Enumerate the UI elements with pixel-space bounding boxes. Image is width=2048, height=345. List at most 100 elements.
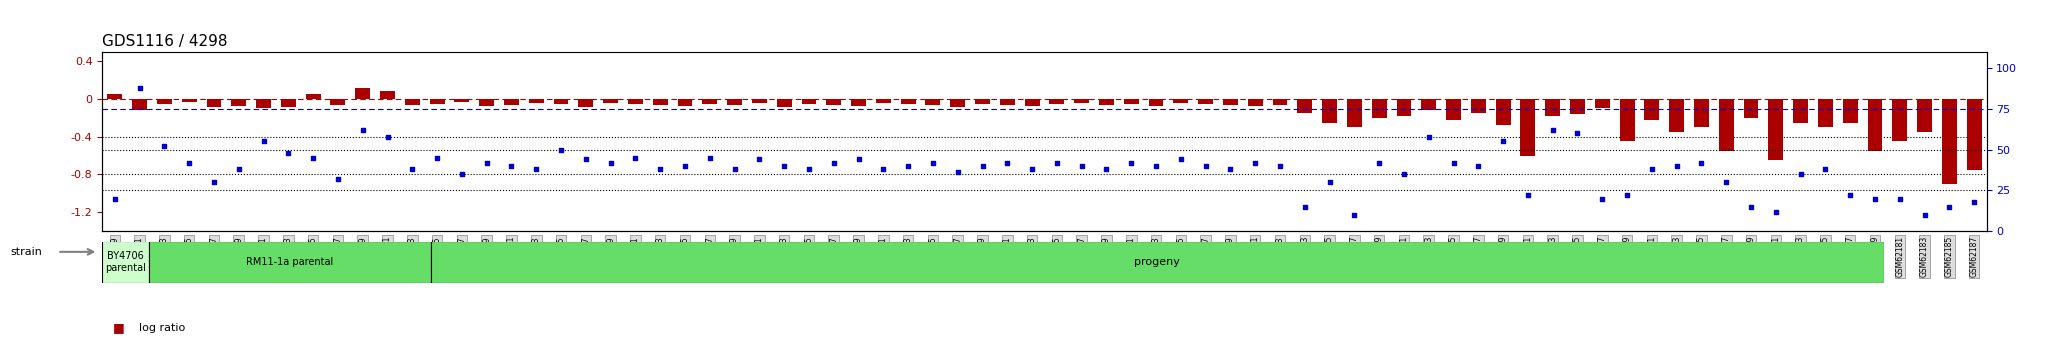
Bar bbox=[430, 241, 1884, 283]
Bar bbox=[1546, 99, 1561, 116]
Bar bbox=[231, 99, 246, 106]
Point bbox=[1065, 163, 1098, 169]
Bar bbox=[999, 99, 1014, 105]
Bar bbox=[133, 99, 147, 110]
Point bbox=[1661, 163, 1694, 169]
Text: progeny: progeny bbox=[1135, 257, 1180, 267]
Bar bbox=[1323, 99, 1337, 122]
Point bbox=[668, 163, 700, 169]
Bar bbox=[801, 99, 817, 104]
Bar bbox=[1669, 99, 1683, 132]
Point bbox=[594, 160, 627, 165]
Bar bbox=[305, 94, 322, 99]
Point bbox=[1511, 193, 1544, 198]
Bar bbox=[1075, 99, 1090, 103]
Text: GDS1116 / 4298: GDS1116 / 4298 bbox=[102, 34, 227, 49]
Bar bbox=[1024, 99, 1040, 106]
Point bbox=[197, 179, 229, 185]
Point bbox=[817, 160, 850, 165]
Point bbox=[694, 155, 727, 160]
Bar bbox=[1966, 99, 1982, 170]
Point bbox=[297, 155, 330, 160]
Point bbox=[1909, 212, 1942, 218]
Point bbox=[918, 160, 950, 165]
Point bbox=[1040, 160, 1073, 165]
Bar bbox=[578, 99, 594, 107]
Point bbox=[1462, 163, 1495, 169]
Bar bbox=[1595, 99, 1610, 108]
Point bbox=[1016, 166, 1049, 172]
Bar bbox=[1520, 99, 1536, 156]
Bar bbox=[1124, 99, 1139, 104]
Point bbox=[1214, 166, 1247, 172]
Bar bbox=[1223, 99, 1237, 105]
Point bbox=[1114, 160, 1147, 165]
Point bbox=[1264, 163, 1296, 169]
Point bbox=[1610, 193, 1642, 198]
Point bbox=[768, 163, 801, 169]
Bar bbox=[1694, 99, 1708, 127]
Bar bbox=[825, 99, 842, 105]
Bar bbox=[604, 99, 618, 103]
Bar bbox=[727, 99, 741, 105]
Bar bbox=[1718, 99, 1735, 151]
Point bbox=[371, 134, 403, 139]
Point bbox=[1536, 127, 1569, 133]
Point bbox=[1165, 157, 1198, 162]
Point bbox=[1313, 179, 1346, 185]
Point bbox=[1413, 134, 1446, 139]
Point bbox=[1933, 204, 1966, 209]
Bar bbox=[653, 99, 668, 105]
Point bbox=[1636, 166, 1669, 172]
Point bbox=[346, 127, 379, 133]
Point bbox=[395, 166, 428, 172]
Point bbox=[1288, 204, 1321, 209]
Point bbox=[272, 150, 305, 156]
Bar bbox=[752, 99, 766, 103]
Bar bbox=[901, 99, 915, 104]
Bar bbox=[406, 99, 420, 105]
Point bbox=[446, 171, 479, 177]
Point bbox=[1808, 166, 1841, 172]
Point bbox=[545, 147, 578, 152]
Bar bbox=[1620, 99, 1634, 141]
Bar bbox=[1495, 99, 1511, 125]
Point bbox=[1735, 204, 1767, 209]
Point bbox=[1389, 171, 1421, 177]
Bar bbox=[1446, 99, 1460, 120]
Bar bbox=[1794, 99, 1808, 122]
Point bbox=[1686, 160, 1718, 165]
Bar bbox=[1743, 99, 1759, 118]
Bar bbox=[1348, 99, 1362, 127]
Bar bbox=[281, 99, 295, 107]
Point bbox=[891, 163, 924, 169]
Point bbox=[147, 144, 180, 149]
Point bbox=[991, 160, 1024, 165]
Point bbox=[1833, 193, 1866, 198]
Bar bbox=[158, 99, 172, 104]
Bar bbox=[1198, 99, 1212, 104]
Bar bbox=[455, 99, 469, 102]
Bar bbox=[1892, 99, 1907, 141]
Point bbox=[1784, 171, 1817, 177]
Bar bbox=[1819, 99, 1833, 127]
Point bbox=[1337, 212, 1370, 218]
Point bbox=[420, 155, 453, 160]
Bar bbox=[950, 99, 965, 107]
Point bbox=[520, 166, 553, 172]
Point bbox=[172, 160, 205, 165]
Bar bbox=[1272, 99, 1288, 105]
Point bbox=[98, 196, 131, 201]
Bar bbox=[1470, 99, 1485, 113]
Point bbox=[496, 163, 528, 169]
Bar bbox=[702, 99, 717, 104]
Bar bbox=[975, 99, 989, 104]
Point bbox=[1190, 163, 1223, 169]
Bar bbox=[1868, 99, 1882, 151]
Bar bbox=[1149, 99, 1163, 106]
Bar bbox=[926, 99, 940, 105]
Point bbox=[1585, 196, 1618, 201]
Point bbox=[322, 176, 354, 182]
Point bbox=[1860, 196, 1892, 201]
Bar bbox=[1296, 99, 1313, 113]
